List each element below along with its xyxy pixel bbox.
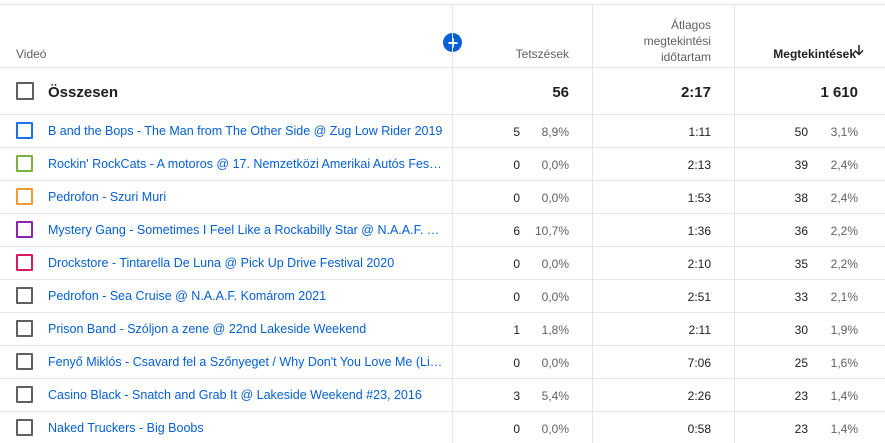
row-views: 38 xyxy=(794,191,808,205)
total-likes: 56 xyxy=(552,84,569,101)
row-likes: 1 xyxy=(513,323,520,337)
column-divider xyxy=(734,5,735,443)
video-title-link[interactable]: Pedrofon - Szuri Muri xyxy=(48,190,167,204)
row-views-percent: 1,9% xyxy=(830,323,858,337)
table-row: Mystery Gang - Sometimes I Feel Like a R… xyxy=(0,214,885,247)
column-header-avg-view-duration[interactable]: Átlagos megtekintési időtartam xyxy=(601,17,711,65)
row-likes-percent: 10,7% xyxy=(534,224,569,238)
row-checkbox[interactable] xyxy=(16,287,33,304)
row-likes-percent: 0,0% xyxy=(541,257,569,271)
avg-header-line3: időtartam xyxy=(660,50,711,64)
row-likes-percent: 5,4% xyxy=(541,389,569,403)
row-views: 33 xyxy=(794,290,808,304)
table-row: Pedrofon - Sea Cruise @ N.A.A.F. Komárom… xyxy=(0,280,885,313)
total-checkbox[interactable] xyxy=(16,82,34,100)
avg-header-line2: megtekintési xyxy=(643,34,711,48)
row-checkbox[interactable] xyxy=(16,188,33,205)
column-header-video: Videó xyxy=(16,47,47,61)
row-likes: 3 xyxy=(513,389,520,403)
table-row: Pedrofon - Szuri Muri 0 0,0% 1:53 38 2,4% xyxy=(0,181,885,214)
row-avg-duration: 0:58 xyxy=(687,422,711,436)
table-row: Fenyő Miklós - Csavard fel a Szőnyeget /… xyxy=(0,346,885,379)
row-likes: 0 xyxy=(513,356,520,370)
row-views-percent: 1,4% xyxy=(830,389,858,403)
table-row: Prison Band - Szóljon a zene @ 22nd Lake… xyxy=(0,313,885,346)
row-views: 50 xyxy=(794,125,808,139)
video-title-link[interactable]: Casino Black - Snatch and Grab It @ Lake… xyxy=(48,388,422,402)
row-views: 35 xyxy=(794,257,808,271)
row-avg-duration: 1:11 xyxy=(688,125,711,139)
row-views: 25 xyxy=(794,356,808,370)
row-views: 39 xyxy=(794,158,808,172)
row-checkbox[interactable] xyxy=(16,320,33,337)
row-checkbox[interactable] xyxy=(16,419,33,436)
row-likes: 0 xyxy=(513,422,520,436)
row-checkbox[interactable] xyxy=(16,254,33,271)
column-divider xyxy=(452,5,453,443)
row-checkbox[interactable] xyxy=(16,122,33,139)
total-views: 1 610 xyxy=(820,84,858,101)
avg-header-line1: Átlagos xyxy=(670,18,711,32)
row-views-percent: 2,4% xyxy=(830,191,858,205)
video-title-link[interactable]: Mystery Gang - Sometimes I Feel Like a R… xyxy=(48,223,444,237)
row-checkbox[interactable] xyxy=(16,155,33,172)
video-title-link[interactable]: Fenyő Miklós - Csavard fel a Szőnyeget /… xyxy=(48,355,444,369)
table-row: Casino Black - Snatch and Grab It @ Lake… xyxy=(0,379,885,412)
table-row: Drockstore - Tintarella De Luna @ Pick U… xyxy=(0,247,885,280)
video-title-link[interactable]: B and the Bops - The Man from The Other … xyxy=(48,124,443,138)
row-likes-percent: 8,9% xyxy=(541,125,569,139)
arrow-down-icon[interactable] xyxy=(852,43,866,57)
video-title-link[interactable]: Prison Band - Szóljon a zene @ 22nd Lake… xyxy=(48,322,367,336)
row-likes-percent: 0,0% xyxy=(541,356,569,370)
row-checkbox[interactable] xyxy=(16,353,33,370)
table-row: B and the Bops - The Man from The Other … xyxy=(0,115,885,148)
row-likes: 6 xyxy=(513,224,520,238)
row-views-percent: 2,2% xyxy=(830,257,858,271)
row-avg-duration: 2:13 xyxy=(687,158,711,172)
row-views: 36 xyxy=(794,224,808,238)
row-views-percent: 1,4% xyxy=(830,422,858,436)
row-likes: 0 xyxy=(513,191,520,205)
total-label: Összesen xyxy=(48,84,119,101)
video-title-link[interactable]: Rockin' RockCats - A motoros @ 17. Nemze… xyxy=(48,157,444,171)
row-avg-duration: 2:10 xyxy=(687,257,711,271)
row-views-percent: 2,4% xyxy=(830,158,858,172)
table-row: Naked Truckers - Big Boobs 0 0,0% 0:58 23 1,4… xyxy=(0,412,885,443)
row-likes-percent: 0,0% xyxy=(541,422,569,436)
table-row: Rockin' RockCats - A motoros @ 17. Nemze… xyxy=(0,148,885,181)
row-likes-percent: 0,0% xyxy=(541,191,569,205)
row-views: 23 xyxy=(794,389,808,403)
row-checkbox[interactable] xyxy=(16,386,33,403)
table-header: Videó Tetszések Átlagos megtekintési idő… xyxy=(0,5,885,68)
total-row: Összesen 56 2:17 1 610 xyxy=(0,68,885,115)
row-avg-duration: 7:06 xyxy=(687,356,711,370)
top-border xyxy=(0,4,885,5)
column-header-likes[interactable]: Tetszések xyxy=(515,47,569,61)
column-divider xyxy=(592,5,593,443)
row-avg-duration: 1:53 xyxy=(687,191,711,205)
video-title-link[interactable]: Pedrofon - Sea Cruise @ N.A.A.F. Komárom… xyxy=(48,289,327,303)
row-views: 23 xyxy=(794,422,808,436)
row-avg-duration: 2:26 xyxy=(687,389,711,403)
column-header-views[interactable]: Megtekintések xyxy=(773,47,856,61)
row-views-percent: 3,1% xyxy=(830,125,858,139)
row-checkbox[interactable] xyxy=(16,221,33,238)
row-views-percent: 2,1% xyxy=(830,290,858,304)
row-likes: 0 xyxy=(513,290,520,304)
row-views: 30 xyxy=(794,323,808,337)
row-likes-percent: 0,0% xyxy=(541,290,569,304)
row-views-percent: 1,6% xyxy=(830,356,858,370)
row-likes: 5 xyxy=(513,125,520,139)
row-avg-duration: 2:51 xyxy=(687,290,711,304)
row-likes-percent: 1,8% xyxy=(541,323,569,337)
row-views-percent: 2,2% xyxy=(830,224,858,238)
row-avg-duration: 2:11 xyxy=(688,323,711,337)
video-title-link[interactable]: Drockstore - Tintarella De Luna @ Pick U… xyxy=(48,256,395,270)
row-likes-percent: 0,0% xyxy=(541,158,569,172)
row-likes: 0 xyxy=(513,158,520,172)
row-likes: 0 xyxy=(513,257,520,271)
total-avg-duration: 2:17 xyxy=(680,84,711,101)
row-avg-duration: 1:36 xyxy=(687,224,711,238)
video-title-link[interactable]: Naked Truckers - Big Boobs xyxy=(48,421,204,435)
